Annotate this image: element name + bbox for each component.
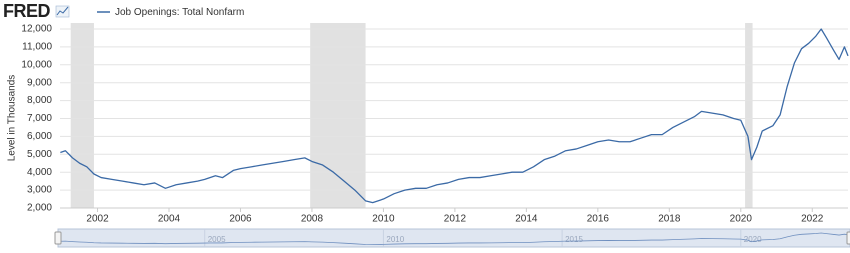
navigator-tick-label: 2020: [744, 235, 762, 244]
y-axis-label: Level in Thousands: [7, 75, 18, 162]
y-tick-label: 11,000: [22, 42, 52, 53]
navigator-handle[interactable]: [846, 231, 850, 245]
x-tick-label: 2004: [158, 214, 181, 225]
y-tick-label: 6,000: [27, 131, 52, 142]
y-tick-label: 4,000: [27, 167, 52, 178]
navigator-track: [57, 228, 850, 248]
recession-band: [70, 23, 94, 208]
legend-label: Job Openings: Total Nonfarm: [115, 7, 244, 18]
navigator-tick-label: 2010: [386, 235, 404, 244]
x-tick-label: 2016: [587, 214, 610, 225]
x-tick-label: 2018: [658, 214, 681, 225]
recession-band: [745, 23, 753, 208]
navigator-tick-label: 2015: [565, 235, 583, 244]
x-tick-label: 2012: [444, 214, 467, 225]
y-tick-label: 2,000: [27, 203, 52, 214]
x-tick-label: 2006: [229, 214, 252, 225]
x-tick-label: 2014: [515, 214, 538, 225]
y-tick-label: 5,000: [27, 149, 52, 160]
navigator-line: [60, 232, 849, 246]
y-tick-label: 9,000: [27, 77, 52, 88]
y-tick-label: 12,000: [21, 24, 52, 35]
navigator-handle[interactable]: [54, 231, 62, 245]
recession-band: [310, 23, 366, 208]
y-tick-label: 10,000: [21, 59, 52, 70]
navigator-tick-label: 2005: [208, 235, 226, 244]
data-line: [60, 28, 849, 204]
x-tick-label: 2002: [86, 214, 109, 225]
x-tick-label: 2020: [730, 214, 753, 225]
y-tick-label: 8,000: [27, 95, 52, 106]
x-tick-label: 2010: [372, 214, 395, 225]
x-tick-label: 2022: [801, 214, 824, 225]
logo-icon: [55, 5, 70, 18]
y-tick-label: 7,000: [27, 113, 52, 124]
x-tick-label: 2008: [301, 214, 324, 225]
y-tick-label: 3,000: [27, 185, 52, 196]
brand-logo: FRED: [3, 1, 51, 21]
